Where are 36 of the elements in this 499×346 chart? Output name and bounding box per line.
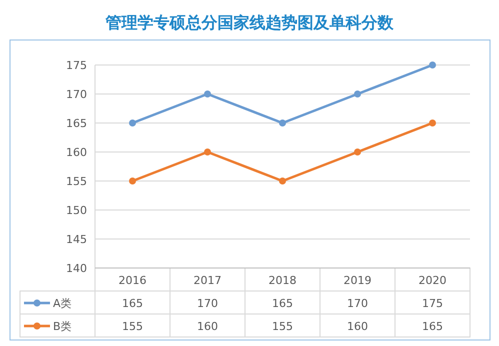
data-label: 170 <box>347 297 368 310</box>
x-tick-label: 2017 <box>194 274 222 287</box>
x-tick-label: 2016 <box>118 274 146 287</box>
legend-label: A类 <box>53 297 72 310</box>
point <box>279 120 286 126</box>
data-label: 165 <box>422 320 443 333</box>
x-tick-label: 2019 <box>344 274 372 287</box>
point <box>354 90 361 98</box>
y-tick-label: 145 <box>66 233 87 246</box>
y-tick-label: 160 <box>66 146 87 159</box>
point <box>429 120 436 126</box>
chart-title: 管理学专硕总分国家线趋势图及单科分数 <box>104 13 394 32</box>
x-tick-label: 2018 <box>268 274 296 287</box>
data-label: 155 <box>122 320 143 333</box>
y-tick-label: 170 <box>66 88 87 101</box>
data-label: 175 <box>422 297 443 310</box>
point <box>204 90 211 98</box>
y-tick-label: 175 <box>66 59 87 72</box>
data-label: 165 <box>272 297 293 310</box>
data-label: 170 <box>197 297 218 310</box>
point <box>429 62 436 68</box>
point <box>354 148 361 156</box>
data-label: 160 <box>197 320 218 333</box>
point <box>279 178 286 184</box>
data-label: 160 <box>347 320 368 333</box>
point <box>204 148 211 156</box>
x-tick-label: 2020 <box>418 274 446 287</box>
y-tick-label: 165 <box>66 117 87 130</box>
point <box>129 178 136 184</box>
data-label: 155 <box>272 320 293 333</box>
legend-label: B类 <box>53 320 72 333</box>
y-tick-label: 155 <box>66 175 87 188</box>
y-tick-label: 140 <box>66 262 87 275</box>
point <box>129 120 136 126</box>
data-label: 165 <box>122 297 143 310</box>
y-tick-label: 150 <box>66 204 87 217</box>
